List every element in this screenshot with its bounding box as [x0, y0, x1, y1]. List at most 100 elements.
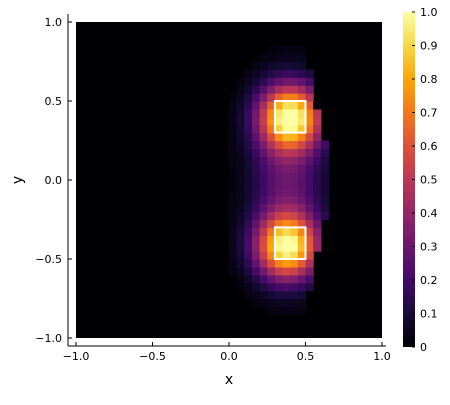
- heatmap-cell: [244, 93, 253, 102]
- heatmap-cell: [267, 101, 276, 110]
- heatmap-cell: [267, 290, 276, 300]
- heatmap-cell: [259, 219, 268, 228]
- heatmap-cell: [282, 77, 291, 86]
- heatmap-cell: [236, 211, 245, 221]
- heatmap-cell: [229, 140, 238, 149]
- heatmap-cell: [267, 259, 276, 268]
- heatmap-cell: [229, 227, 238, 236]
- heatmap-cell: [313, 156, 322, 165]
- x-tick-label: 0.5: [297, 350, 315, 363]
- heatmap-cell: [274, 180, 284, 189]
- heatmap-cell: [267, 140, 276, 149]
- heatmap-cell: [267, 235, 276, 244]
- heatmap-cell: [267, 156, 276, 165]
- heatmap-cell: [297, 211, 307, 221]
- y-tick-label: 1.0: [45, 16, 63, 29]
- heatmap-cell: [251, 124, 261, 134]
- heatmap-cell: [259, 290, 268, 300]
- y-tick-label: −0.5: [35, 253, 62, 266]
- heatmap-cell: [267, 274, 276, 284]
- heatmap-cell: [297, 156, 307, 165]
- heatmap-cell: [251, 282, 261, 292]
- heatmap-cell: [259, 235, 268, 244]
- heatmap-cell: [236, 203, 245, 213]
- heatmap-cell: [305, 116, 314, 126]
- heatmap-cell: [251, 172, 261, 181]
- heatmap-cell: [259, 101, 268, 110]
- heatmap-cell: [313, 203, 322, 213]
- colorbar-tick-label: 0.7: [420, 107, 438, 120]
- heatmap-cell: [320, 140, 330, 149]
- heatmap-cell: [297, 77, 307, 86]
- heatmap-cell: [236, 148, 245, 157]
- heatmap-cell: [274, 148, 284, 157]
- heatmap-cell: [290, 53, 299, 63]
- heatmap-cell: [305, 77, 314, 86]
- heatmap-cell: [274, 243, 284, 252]
- heatmap-cell: [313, 211, 322, 221]
- heatmap-cell: [244, 227, 253, 236]
- heatmap-cell: [282, 93, 291, 102]
- heatmap-cell: [313, 172, 322, 181]
- heatmap-cell: [267, 306, 276, 315]
- heatmap-cell: [274, 69, 284, 78]
- heatmap-cell: [229, 101, 238, 110]
- heatmap-cell: [251, 259, 261, 268]
- heatmap-cell: [305, 227, 314, 236]
- heatmap-cell: [297, 148, 307, 157]
- heatmap-cell: [267, 298, 276, 307]
- heatmap-cell: [236, 259, 245, 268]
- heatmap-cell: [229, 187, 238, 197]
- heatmap-cell: [290, 243, 299, 252]
- heatmap-cell: [251, 227, 261, 236]
- heatmap-cell: [290, 266, 299, 276]
- heatmap-cell: [267, 132, 276, 142]
- heatmap-cell: [313, 124, 322, 134]
- heatmap-cell: [259, 259, 268, 268]
- heatmap-cell: [297, 172, 307, 181]
- heatmap-cell: [282, 187, 291, 197]
- heatmap-cell: [305, 259, 314, 268]
- heatmap-cell: [236, 180, 245, 189]
- heatmap-cell: [244, 124, 253, 134]
- heatmap-cell: [236, 132, 245, 142]
- heatmap-cell: [282, 172, 291, 181]
- colorbar-tick-label: 0.2: [420, 274, 438, 287]
- colorbar-tick-label: 0.3: [420, 241, 438, 254]
- heatmap-cell: [305, 203, 314, 213]
- heatmap-cell: [229, 164, 238, 173]
- heatmap-cell: [305, 180, 314, 189]
- heatmap-cell: [259, 266, 268, 276]
- heatmap-cell: [297, 124, 307, 134]
- heatmap-cell: [236, 227, 245, 236]
- heatmap-cell: [251, 203, 261, 213]
- heatmap-cell: [229, 219, 238, 228]
- heatmap-cell: [274, 172, 284, 181]
- heatmap-cell: [244, 243, 253, 252]
- heatmap-cell: [259, 140, 268, 149]
- heatmap-cell: [251, 195, 261, 205]
- x-tick-label: −1.0: [63, 350, 90, 363]
- heatmap-cell: [274, 219, 284, 228]
- heatmap-cell: [251, 132, 261, 142]
- heatmap-cell: [297, 306, 307, 315]
- heatmap-cell: [251, 274, 261, 284]
- heatmap-cell: [267, 187, 276, 197]
- heatmap-cell: [290, 298, 299, 307]
- heatmap-cell: [282, 164, 291, 173]
- heatmap-cell: [229, 235, 238, 244]
- heatmap-cell: [259, 93, 268, 102]
- heatmap-cell: [282, 211, 291, 221]
- heatmap-cell: [297, 290, 307, 300]
- heatmap-cell: [305, 85, 314, 94]
- heatmap-cell: [267, 282, 276, 292]
- heatmap-cell: [305, 93, 314, 102]
- heatmap-cell: [290, 101, 299, 110]
- heatmap-cell: [290, 108, 299, 118]
- heatmap-cell: [290, 132, 299, 142]
- heatmap-cell: [297, 203, 307, 213]
- heatmap-cell: [282, 219, 291, 228]
- heatmap-cell: [313, 148, 322, 157]
- heatmap-cell: [320, 211, 330, 221]
- heatmap-cell: [282, 195, 291, 205]
